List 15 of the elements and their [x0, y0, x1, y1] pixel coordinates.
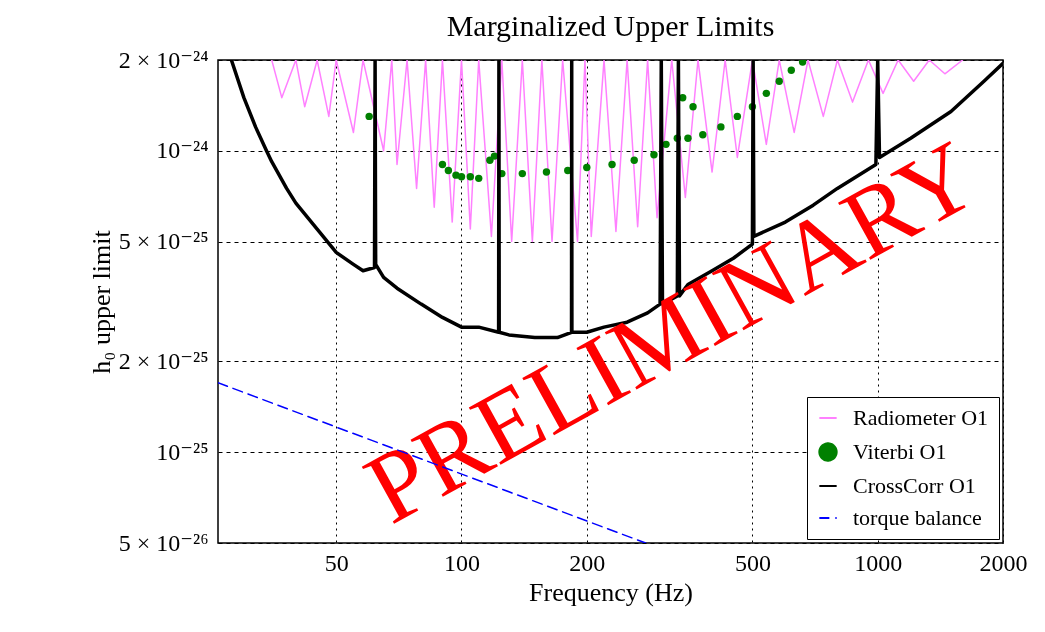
y-tick-label: 2 × 10⁻²⁴ — [118, 46, 209, 73]
x-tick-label: 500 — [734, 549, 771, 576]
x-tick-label: 50 — [324, 549, 349, 576]
y-axis-title: h₀ upper limit — [86, 229, 116, 374]
x-tick-label: 2000 — [979, 549, 1028, 576]
y-tick-label: 10⁻²⁵ — [156, 438, 209, 465]
x-tick-label: 1000 — [854, 549, 903, 576]
x-tick-label: 200 — [569, 549, 606, 576]
y-tick-label: 10⁻²⁴ — [156, 137, 209, 164]
y-tick-label: 5 × 10⁻²⁶ — [118, 529, 209, 556]
y-tick-label: 5 × 10⁻²⁵ — [118, 228, 209, 255]
chart-title: Marginalized Upper Limits — [446, 9, 775, 42]
x-tick-label: 100 — [444, 549, 480, 576]
x-axis-title: Frequency (Hz) — [529, 577, 693, 607]
y-tick-label: 2 × 10⁻²⁵ — [118, 347, 209, 374]
